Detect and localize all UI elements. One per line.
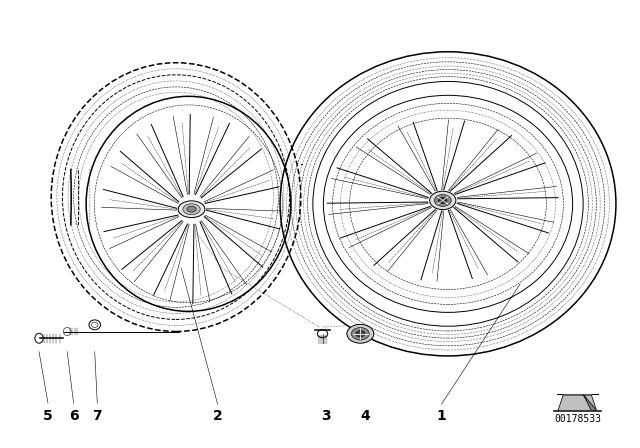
Ellipse shape — [356, 331, 365, 337]
Text: 5: 5 — [43, 409, 53, 423]
Text: 3: 3 — [321, 409, 332, 423]
Ellipse shape — [187, 206, 196, 212]
Ellipse shape — [179, 201, 205, 218]
Text: 1: 1 — [436, 409, 447, 423]
Text: 6: 6 — [68, 409, 79, 423]
Polygon shape — [584, 395, 596, 410]
Text: 7: 7 — [92, 409, 102, 423]
Text: 00178533: 00178533 — [554, 414, 602, 424]
Text: 4: 4 — [360, 409, 370, 423]
Ellipse shape — [351, 327, 369, 340]
Ellipse shape — [429, 191, 456, 210]
Ellipse shape — [347, 324, 374, 343]
Polygon shape — [558, 395, 596, 410]
Ellipse shape — [183, 204, 200, 215]
Text: 2: 2 — [212, 409, 223, 423]
Ellipse shape — [438, 198, 447, 203]
Ellipse shape — [434, 194, 451, 207]
